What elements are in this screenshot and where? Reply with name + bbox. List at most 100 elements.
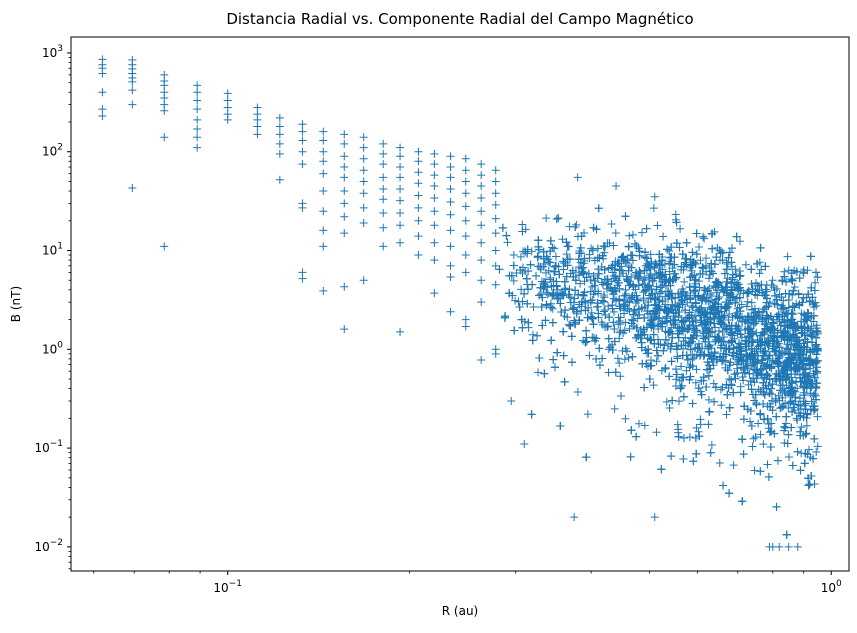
data-point bbox=[128, 183, 137, 192]
data-point bbox=[780, 438, 789, 447]
data-point bbox=[582, 326, 591, 335]
data-point bbox=[782, 344, 791, 353]
data-point bbox=[570, 303, 579, 312]
data-point bbox=[551, 252, 560, 261]
y-tick-label: 102 bbox=[42, 143, 63, 159]
data-point bbox=[523, 299, 532, 308]
data-point bbox=[549, 277, 558, 286]
data-point bbox=[768, 390, 777, 399]
data-point bbox=[572, 220, 581, 229]
data-point bbox=[600, 307, 609, 316]
data-point bbox=[600, 305, 609, 314]
data-point bbox=[811, 298, 820, 307]
data-point bbox=[725, 309, 734, 318]
data-point bbox=[523, 249, 532, 258]
data-point bbox=[477, 298, 486, 307]
data-point bbox=[551, 261, 560, 270]
data-point bbox=[689, 257, 698, 266]
data-point bbox=[696, 415, 705, 424]
data-point bbox=[747, 385, 756, 394]
data-point bbox=[707, 259, 716, 268]
data-point bbox=[738, 497, 747, 506]
data-point bbox=[789, 400, 798, 409]
data-point bbox=[414, 191, 423, 200]
y-tick-base: 10 bbox=[34, 540, 49, 554]
data-point bbox=[739, 376, 748, 385]
data-point bbox=[717, 401, 726, 410]
data-point bbox=[693, 344, 702, 353]
data-point bbox=[766, 326, 775, 335]
data-point bbox=[505, 289, 514, 298]
data-point bbox=[590, 281, 599, 290]
data-point bbox=[778, 277, 787, 286]
data-point bbox=[615, 359, 624, 368]
data-point bbox=[771, 374, 780, 383]
data-point bbox=[778, 403, 787, 412]
data-point bbox=[491, 166, 500, 175]
data-point bbox=[619, 328, 628, 337]
data-point bbox=[754, 419, 763, 428]
data-point bbox=[565, 255, 574, 264]
data-point bbox=[710, 260, 719, 269]
data-point bbox=[776, 404, 785, 413]
data-point bbox=[534, 242, 543, 251]
data-point bbox=[764, 302, 773, 311]
data-point bbox=[813, 273, 822, 282]
data-point bbox=[775, 343, 784, 352]
data-point bbox=[708, 327, 717, 336]
data-point bbox=[612, 181, 621, 190]
data-point bbox=[627, 263, 636, 272]
data-point bbox=[767, 419, 776, 428]
data-point bbox=[801, 365, 810, 374]
data-point bbox=[340, 199, 349, 208]
data-point bbox=[686, 273, 695, 282]
data-point bbox=[340, 163, 349, 172]
data-point bbox=[723, 260, 732, 269]
data-point bbox=[223, 89, 232, 98]
data-point bbox=[794, 290, 803, 299]
data-point bbox=[98, 88, 107, 97]
data-point bbox=[781, 308, 790, 317]
data-point bbox=[571, 286, 580, 295]
data-point bbox=[671, 301, 680, 310]
data-point bbox=[812, 448, 821, 457]
data-point bbox=[608, 304, 617, 313]
data-point bbox=[809, 454, 818, 463]
data-point bbox=[477, 355, 486, 364]
data-point bbox=[608, 261, 617, 270]
data-point bbox=[672, 239, 681, 248]
data-point bbox=[98, 69, 107, 78]
data-point bbox=[562, 250, 571, 259]
data-point bbox=[784, 430, 793, 439]
data-point bbox=[811, 384, 820, 393]
data-point bbox=[675, 324, 684, 333]
data-point bbox=[664, 339, 673, 348]
data-point bbox=[810, 389, 819, 398]
data-point bbox=[667, 357, 676, 366]
data-point bbox=[705, 341, 714, 350]
data-point bbox=[696, 311, 705, 320]
data-point bbox=[446, 163, 455, 172]
data-point bbox=[782, 412, 791, 421]
data-point bbox=[650, 513, 659, 522]
data-point bbox=[699, 232, 708, 241]
data-point bbox=[677, 381, 686, 390]
data-point bbox=[637, 343, 646, 352]
data-point bbox=[586, 312, 595, 321]
data-point bbox=[661, 270, 670, 279]
data-point bbox=[745, 369, 754, 378]
data-point bbox=[359, 218, 368, 227]
data-point bbox=[430, 171, 439, 180]
data-point bbox=[650, 192, 659, 201]
data-point bbox=[722, 304, 731, 313]
data-point bbox=[756, 387, 765, 396]
data-point bbox=[567, 332, 576, 341]
data-point bbox=[770, 299, 779, 308]
data-point bbox=[515, 303, 524, 312]
data-point bbox=[804, 481, 813, 490]
data-point bbox=[783, 357, 792, 366]
data-point bbox=[561, 285, 570, 294]
data-point bbox=[709, 379, 718, 388]
data-point bbox=[632, 295, 641, 304]
data-point bbox=[609, 241, 618, 250]
